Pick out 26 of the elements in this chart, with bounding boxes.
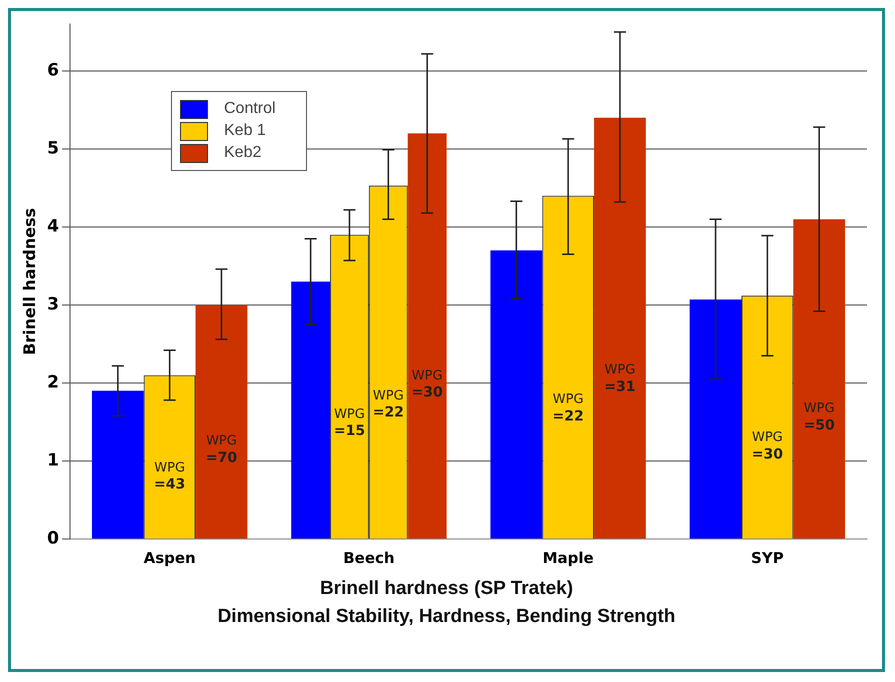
y-tick-label: 4	[47, 216, 60, 236]
y-tick-label: 2	[47, 372, 60, 392]
annotation: WPG =31	[604, 362, 636, 395]
x-tick-label: Maple	[542, 548, 594, 567]
text: Brinell hardness (SP Tratek)	[318, 577, 574, 601]
text: Dimensional Stability, Hardness, Bending Strength	[216, 605, 676, 629]
y-tick-label: 6	[47, 60, 60, 80]
y-tick-label: 5	[47, 138, 60, 158]
x-tick-label: Aspen	[144, 548, 196, 567]
y-tick-label: 3	[47, 294, 60, 314]
annotation: WPG =30	[752, 430, 784, 462]
x-tick-label: Beech	[343, 548, 395, 567]
annotation: WPG =30	[412, 368, 444, 401]
annotation: WPG =70	[206, 434, 238, 466]
y-tick-label: 0	[47, 528, 60, 548]
x-tick-label: SYP	[751, 548, 784, 567]
annotation: WPG =22	[372, 388, 404, 421]
y-tick-label: 1	[47, 450, 60, 470]
annotation: WPG =50	[804, 401, 836, 434]
annotation: WPG =15	[334, 406, 366, 440]
legend-label: Keb 1	[224, 121, 266, 141]
legend-label: Control	[224, 99, 276, 119]
legend-label: Keb2	[224, 143, 262, 163]
y-axis-title: Brinell hardness	[20, 208, 39, 356]
annotation: WPG =43	[154, 460, 186, 493]
annotation: WPG =22	[552, 392, 584, 424]
